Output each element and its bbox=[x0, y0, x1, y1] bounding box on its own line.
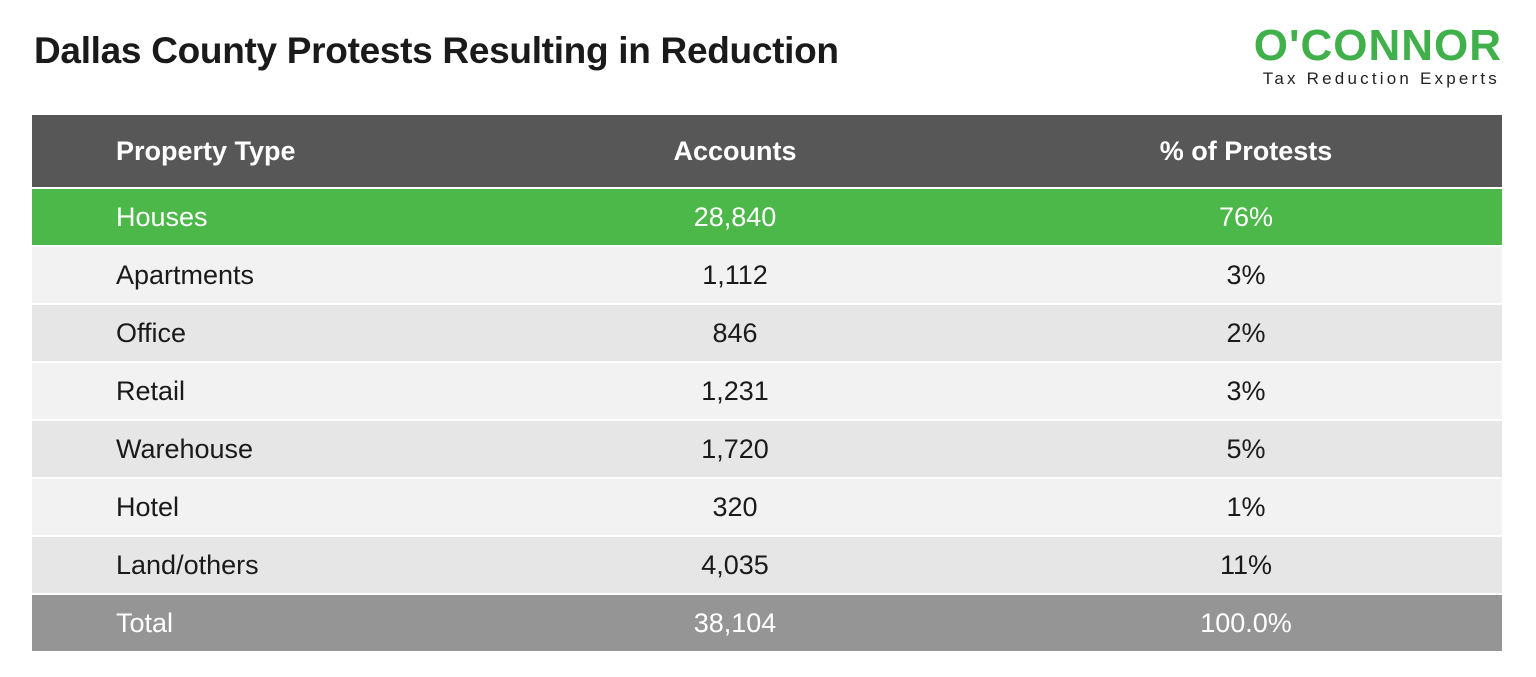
column-header-property-type: Property Type bbox=[32, 115, 480, 189]
cell-pct-protests: 1% bbox=[990, 478, 1502, 537]
cell-accounts: 320 bbox=[480, 478, 990, 537]
table-total-row: Total 38,104 100.0% bbox=[32, 594, 1502, 651]
protests-table: Property Type Accounts % of Protests Hou… bbox=[32, 115, 1502, 651]
cell-property-type: Retail bbox=[32, 362, 480, 421]
cell-property-type: Office bbox=[32, 304, 480, 363]
cell-accounts: 38,104 bbox=[480, 594, 990, 651]
cell-accounts: 1,112 bbox=[480, 246, 990, 305]
table-row: Land/others 4,035 11% bbox=[32, 536, 1502, 595]
column-header-accounts: Accounts bbox=[480, 115, 990, 189]
cell-pct-protests: 3% bbox=[990, 246, 1502, 305]
table-row: Retail 1,231 3% bbox=[32, 362, 1502, 421]
logo-tagline: Tax Reduction Experts bbox=[1262, 69, 1500, 88]
table-row: Warehouse 1,720 5% bbox=[32, 420, 1502, 479]
logo-wordmark: O'CONNOR bbox=[1253, 21, 1502, 70]
cell-pct-protests: 5% bbox=[990, 420, 1502, 479]
table-row: Apartments 1,112 3% bbox=[32, 246, 1502, 305]
cell-pct-protests: 100.0% bbox=[990, 594, 1502, 651]
cell-property-type: Apartments bbox=[32, 246, 480, 305]
cell-accounts: 846 bbox=[480, 304, 990, 363]
table-row: Houses 28,840 76% bbox=[32, 188, 1502, 247]
cell-accounts: 1,231 bbox=[480, 362, 990, 421]
table-row: Office 846 2% bbox=[32, 304, 1502, 363]
cell-accounts: 1,720 bbox=[480, 420, 990, 479]
cell-pct-protests: 11% bbox=[990, 536, 1502, 595]
page-title: Dallas County Protests Resulting in Redu… bbox=[34, 30, 839, 71]
cell-pct-protests: 2% bbox=[990, 304, 1502, 363]
cell-property-type: Hotel bbox=[32, 478, 480, 537]
oconnor-logo: O'CONNOR Tax Reduction Experts bbox=[1212, 24, 1502, 90]
table-row: Hotel 320 1% bbox=[32, 478, 1502, 537]
cell-accounts: 28,840 bbox=[480, 188, 990, 247]
cell-property-type: Total bbox=[32, 594, 480, 651]
cell-pct-protests: 3% bbox=[990, 362, 1502, 421]
cell-property-type: Warehouse bbox=[32, 420, 480, 479]
column-header-pct-protests: % of Protests bbox=[990, 115, 1502, 189]
cell-pct-protests: 76% bbox=[990, 188, 1502, 247]
cell-property-type: Land/others bbox=[32, 536, 480, 595]
cell-property-type: Houses bbox=[32, 188, 480, 247]
cell-accounts: 4,035 bbox=[480, 536, 990, 595]
table-header-row: Property Type Accounts % of Protests bbox=[32, 115, 1502, 189]
